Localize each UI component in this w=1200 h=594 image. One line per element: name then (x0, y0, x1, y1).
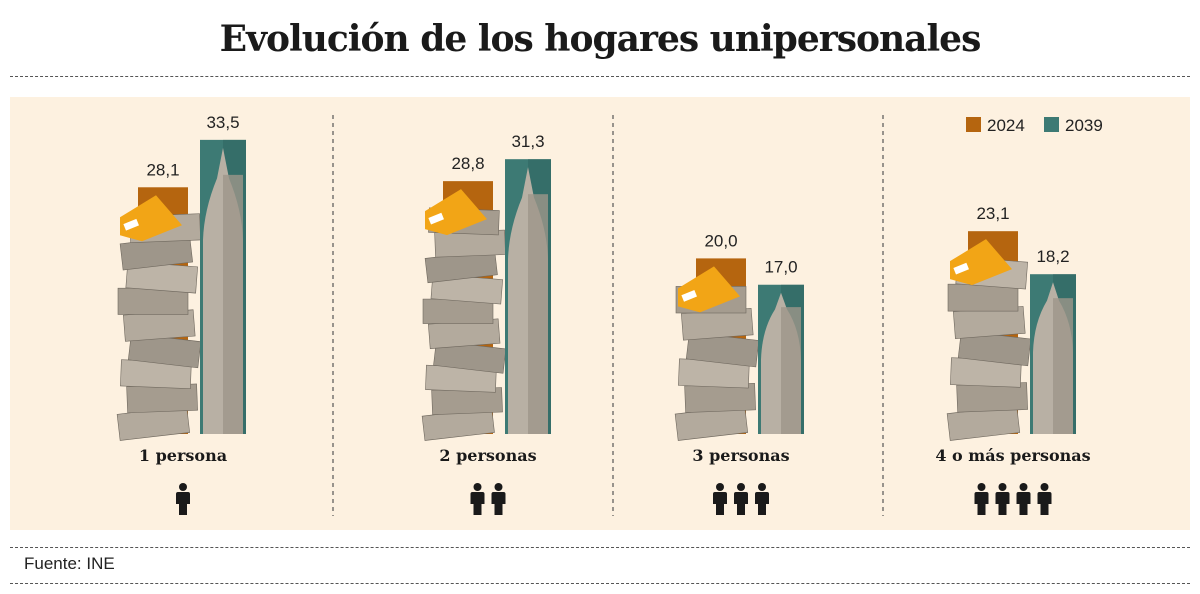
category-label: 1 persona (139, 446, 227, 465)
divider (10, 547, 1190, 548)
box-window (681, 289, 697, 302)
value-label-2039: 18,2 (1036, 247, 1069, 266)
person-icon (755, 483, 769, 515)
value-label-2024: 28,1 (146, 160, 179, 179)
person-icon (734, 483, 748, 515)
source-note: Fuente: INE (24, 554, 115, 573)
category-label: 2 personas (439, 446, 536, 465)
person-body (734, 492, 748, 515)
person-icon (1016, 483, 1031, 515)
open-box-icon (950, 239, 1012, 286)
divider (10, 76, 1190, 77)
person-body (176, 492, 190, 515)
person-body (1016, 492, 1031, 515)
open-box-icon (425, 189, 487, 236)
divider (10, 583, 1190, 584)
value-label-2024: 20,0 (704, 231, 737, 250)
value-label-2039: 33,5 (206, 113, 239, 132)
value-label-2039: 31,3 (511, 132, 544, 151)
box-stack (946, 256, 1032, 441)
skyscraper-shade (223, 174, 243, 434)
open-box-icon (678, 266, 740, 313)
person-body (974, 492, 989, 515)
person-head (737, 483, 745, 491)
person-icon (713, 483, 727, 515)
legend-label-2039: 2039 (1065, 116, 1103, 135)
box (947, 283, 1019, 312)
person-head (1019, 483, 1028, 491)
value-label-2039: 17,0 (764, 258, 797, 277)
person-head (473, 483, 482, 491)
skyscraper-shade (528, 194, 548, 434)
person-body (755, 492, 769, 515)
person-icon (995, 483, 1010, 515)
category-label: 3 personas (692, 446, 789, 465)
person-icon (491, 483, 506, 515)
person-icon (470, 483, 485, 515)
person-head (1040, 483, 1049, 491)
person-head (758, 483, 766, 491)
person-head (494, 483, 503, 491)
category-label: 4 o más personas (935, 446, 1090, 465)
person-head (716, 483, 724, 491)
person-body (491, 492, 506, 515)
legend-label-2024: 2024 (987, 116, 1025, 135)
skyscraper-shade (1053, 298, 1073, 434)
box (117, 287, 189, 315)
person-body (1037, 492, 1052, 515)
box-window (953, 262, 969, 275)
person-icon (974, 483, 989, 515)
open-box-icon (120, 195, 182, 242)
legend-swatch-2039 (1044, 117, 1059, 132)
legend-swatch-2024 (966, 117, 981, 132)
person-head (998, 483, 1007, 491)
person-body (470, 492, 485, 515)
box-window (428, 212, 444, 225)
person-body (995, 492, 1010, 515)
value-label-2024: 23,1 (976, 204, 1009, 223)
skyscraper-shade (781, 307, 801, 434)
box-window (123, 218, 139, 231)
value-label-2024: 28,8 (451, 154, 484, 173)
page-title: Evolución de los hogares unipersonales (219, 18, 982, 60)
box-stack (116, 213, 202, 441)
person-icon (1037, 483, 1052, 515)
box-stack (674, 286, 760, 441)
person-head (977, 483, 986, 491)
person-head (179, 483, 187, 491)
person-icon (176, 483, 190, 515)
box-stack (421, 207, 507, 441)
box (422, 298, 494, 324)
person-body (713, 492, 727, 515)
